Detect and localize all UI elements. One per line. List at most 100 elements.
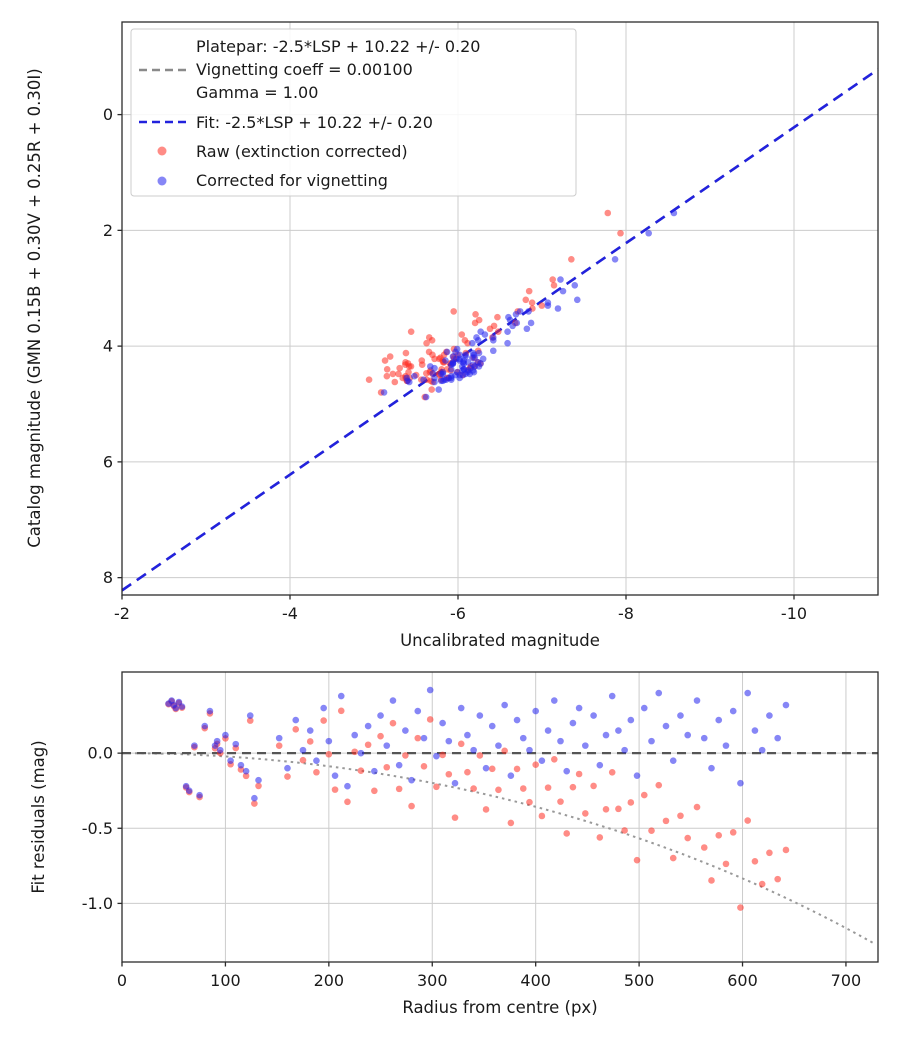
raw-point — [538, 302, 546, 309]
raw-point — [396, 364, 403, 372]
raw-residual-point — [722, 860, 730, 868]
raw-residual-point — [357, 767, 365, 775]
corrected-point — [460, 365, 468, 373]
corrected-residual-point — [538, 757, 546, 764]
raw-residual-point — [596, 834, 604, 841]
raw-point — [549, 276, 556, 283]
raw-residual-point — [513, 765, 521, 773]
corrected-point — [405, 378, 413, 386]
raw-residual-point — [766, 849, 773, 857]
raw-residual-point — [507, 819, 515, 827]
raw-residual-point — [744, 817, 751, 824]
legend-fit-label: Fit: -2.5*LSP + 10.22 +/- 0.20 — [196, 113, 433, 132]
corrected-residual-point — [222, 731, 229, 739]
corrected-residual-point — [602, 731, 610, 739]
x-tick-label: -4 — [282, 604, 298, 623]
x-tick-label: 500 — [624, 971, 655, 990]
raw-marker-sample — [157, 146, 167, 156]
corrected-residual-point — [364, 722, 372, 730]
corrected-residual-point — [232, 740, 240, 748]
raw-residual-point — [700, 844, 708, 851]
corrected-residual-point — [408, 776, 415, 784]
corrected-point — [544, 299, 552, 307]
raw-residual-point — [426, 716, 434, 723]
corrected-residual-point — [383, 742, 391, 749]
raw-residual-point — [627, 799, 635, 806]
raw-residual-point — [433, 783, 440, 791]
corrected-point — [420, 376, 427, 383]
top-y-axis-label: Catalog magnitude (GMN 0.15B + 0.30V + 0… — [25, 68, 44, 547]
raw-point — [395, 370, 402, 378]
legend-corrected-label: Corrected for vignetting — [196, 171, 388, 190]
corrected-residual-point — [662, 722, 670, 730]
corrected-residual-point — [402, 727, 409, 734]
corrected-point — [470, 351, 478, 359]
x-tick-label: 700 — [831, 971, 862, 990]
raw-point — [494, 313, 501, 321]
raw-residual-points — [165, 698, 790, 911]
corrected-residual-point — [216, 746, 224, 754]
corrected-residual-point — [590, 712, 597, 719]
raw-residual-point — [640, 791, 648, 799]
raw-point — [461, 337, 469, 344]
corrected-residual-point — [371, 767, 378, 775]
corrected-residual-point — [246, 712, 254, 719]
raw-point — [423, 339, 430, 347]
raw-residual-point — [457, 740, 465, 748]
raw-point — [528, 299, 536, 307]
corrected-point — [477, 328, 484, 335]
raw-residual-point — [708, 877, 715, 884]
raw-residual-point — [563, 830, 571, 837]
x-tick-label: -2 — [114, 604, 130, 623]
raw-point — [428, 337, 436, 344]
legend-box — [130, 28, 577, 197]
corrected-residual-point — [693, 697, 701, 704]
corrected-point — [557, 276, 564, 283]
corrected-point — [462, 351, 469, 359]
corrected-residual-point — [255, 776, 262, 784]
corrected-point — [443, 348, 451, 356]
corrected-residual-point — [722, 742, 730, 749]
raw-point — [431, 355, 438, 363]
corrected-residual-point — [627, 716, 635, 724]
raw-point — [494, 328, 502, 335]
raw-residual-point — [414, 734, 422, 742]
raw-residual-point — [246, 717, 254, 724]
corrected-point — [380, 389, 388, 396]
corrected-residual-point — [351, 731, 358, 739]
raw-point — [389, 370, 397, 378]
corrected-residual-point — [550, 697, 558, 704]
raw-point — [418, 357, 426, 364]
raw-residual-point — [377, 732, 384, 740]
corrected-point — [573, 296, 581, 304]
raw-residual-point — [582, 810, 589, 817]
corrected-residual-point — [445, 737, 453, 745]
corrected-residual-point — [476, 712, 484, 719]
corrected-point — [504, 328, 511, 335]
x-tick-label: 400 — [520, 971, 551, 990]
legend: Platepar: -2.5*LSP + 10.22 +/- 0.20 Vign… — [130, 28, 577, 197]
corrected-residual-point — [325, 737, 333, 745]
corrected-residual-point — [331, 772, 339, 779]
corrected-residual-point — [337, 692, 345, 700]
x-tick-label: 200 — [314, 971, 345, 990]
corrected-point — [525, 308, 532, 315]
corrected-point — [489, 347, 497, 355]
raw-residual-point — [633, 856, 641, 864]
corrected-residual-point — [677, 712, 684, 719]
raw-residual-point — [255, 782, 262, 790]
corrected-residual-point — [213, 737, 221, 745]
x-tick-label: -8 — [618, 604, 634, 623]
raw-residual-point — [782, 846, 790, 854]
corrected-residual-point — [172, 704, 180, 712]
raw-residual-point — [608, 768, 616, 776]
corrected-residual-point — [633, 772, 641, 779]
corrected-residual-point — [751, 727, 759, 734]
raw-point — [407, 328, 415, 335]
corrected-points — [380, 209, 678, 401]
corrected-point — [527, 319, 535, 327]
x-tick-label: 0 — [117, 971, 127, 990]
corrected-residual-point — [526, 746, 533, 754]
corrected-point — [554, 305, 562, 312]
